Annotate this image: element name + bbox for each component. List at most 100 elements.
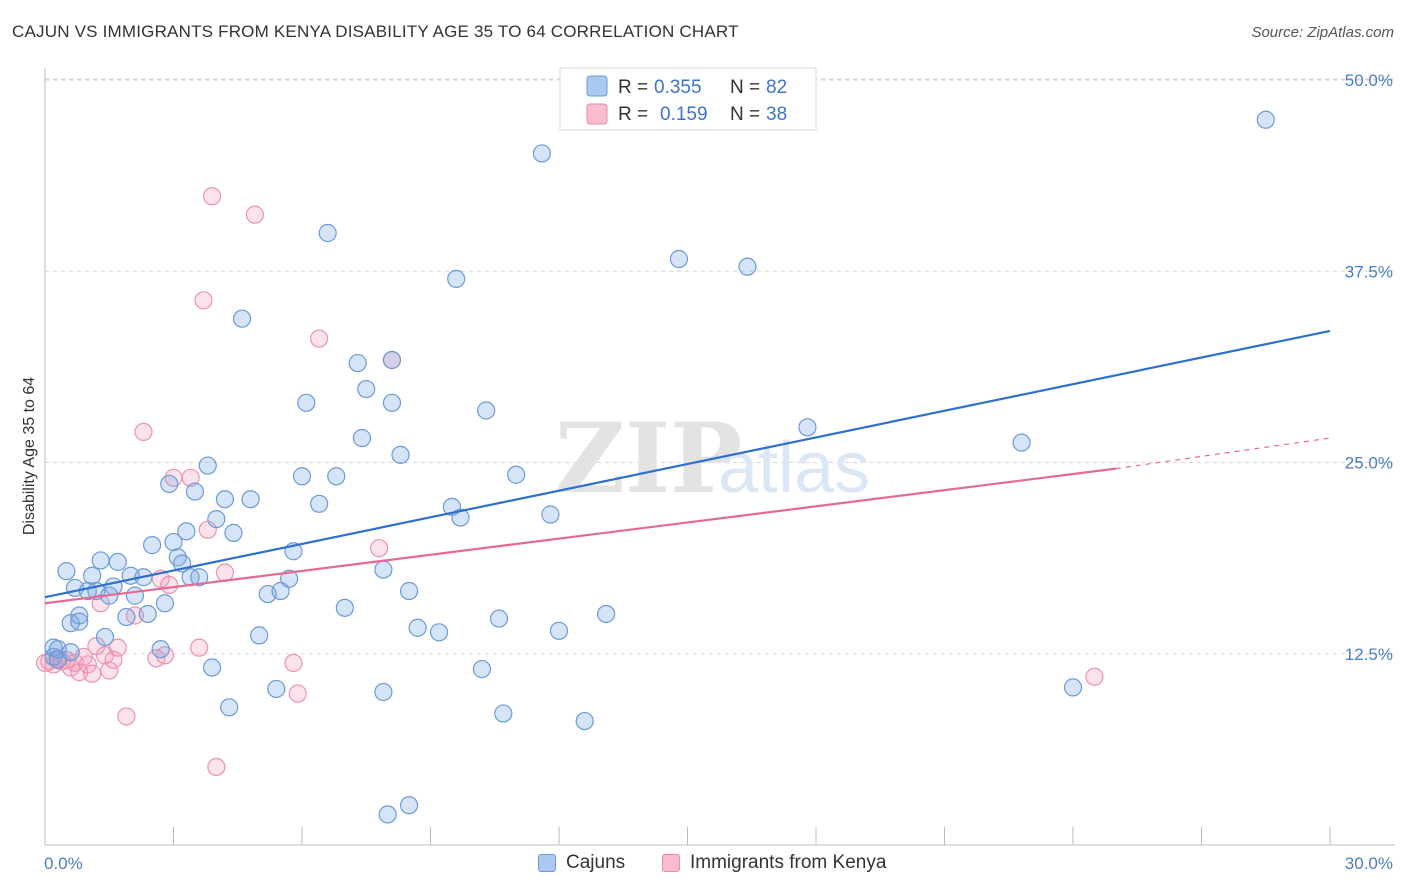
kenya-point-17: [108, 638, 127, 657]
legend-swatch-kenya: [586, 103, 608, 125]
cajuns-points: [44, 110, 1275, 824]
cajun-point-75: [532, 144, 551, 163]
kenya-trendline-extension: [1115, 437, 1331, 470]
source-label: Source: ZipAtlas.com: [1251, 24, 1394, 41]
cajun-point-17: [108, 552, 127, 572]
cajun-point-63: [391, 445, 410, 464]
legend-r-label-2: R =: [618, 104, 648, 125]
cajun-point-69: [451, 508, 470, 527]
watermark-atlas: atlas: [718, 428, 870, 508]
legend-r-value-1: 0.355: [654, 77, 702, 98]
cajun-point-76: [541, 505, 560, 524]
kenya-point-31: [207, 757, 226, 777]
y-tick-label-0: 12.5%: [1345, 645, 1393, 664]
cajun-point-83: [1012, 433, 1031, 452]
bottom-legend-kenya-label: Immigrants from Kenya: [690, 852, 887, 873]
cajun-point-59: [378, 805, 397, 824]
cajun-point-57: [374, 560, 393, 579]
bottom-legend-cajuns-label: Cajuns: [566, 852, 626, 873]
cajun-point-66: [429, 623, 449, 642]
kenya-point-20: [134, 422, 153, 441]
kenya-trendline: [44, 467, 1116, 605]
x-tick-label-0: 0.0%: [44, 854, 83, 873]
cajun-point-22: [138, 604, 157, 624]
cajun-point-84: [1063, 678, 1083, 697]
cajun-point-20: [125, 586, 145, 605]
kenya-point-33: [245, 205, 264, 224]
cajun-point-62: [399, 796, 419, 815]
cajun-point-41: [241, 490, 260, 509]
watermark: ZIP atlas: [555, 402, 870, 515]
cajun-point-52: [327, 467, 346, 486]
legend-n-value-1: 82: [766, 77, 787, 98]
cajun-point-70: [472, 659, 491, 679]
cajun-point-14: [95, 627, 115, 647]
kenya-point-10: [78, 655, 97, 674]
bottom-legend-kenya: Immigrants from Kenya: [662, 852, 886, 874]
cajun-point-30: [177, 522, 196, 541]
y-tick-labels: 12.5% 25.0% 37.5% 50.0%: [1345, 71, 1393, 664]
cajun-point-60: [382, 393, 402, 412]
cajun-point-56: [357, 379, 376, 399]
cajun-point-80: [669, 249, 689, 269]
cajun-point-44: [267, 679, 286, 699]
y-tick-label-3: 50.0%: [1345, 71, 1393, 90]
kenya-point-11: [83, 664, 102, 683]
cajun-point-37: [215, 490, 234, 509]
cajun-point-11: [83, 566, 102, 585]
kenya-point-37: [370, 539, 389, 558]
cajun-point-74: [507, 465, 526, 484]
cajuns-swatch: [538, 854, 556, 872]
cajun-point-8: [70, 612, 89, 631]
cajun-point-16: [104, 577, 123, 596]
cajun-point-61: [382, 350, 402, 370]
kenya-point-35: [288, 684, 307, 703]
cajuns-trendline: [44, 329, 1331, 599]
legend-r-value-2: 0.159: [660, 104, 708, 125]
kenya-point-30: [202, 187, 222, 206]
cajun-point-13: [91, 551, 110, 570]
cajun-point-64: [399, 581, 419, 601]
cajun-point-42: [250, 626, 269, 645]
kenya-point-18: [117, 707, 136, 726]
cajun-point-6: [61, 643, 80, 662]
cajun-point-65: [408, 618, 427, 637]
y-tick-label-2: 37.5%: [1345, 262, 1393, 281]
cajun-point-72: [489, 609, 509, 628]
cajun-point-78: [575, 711, 594, 731]
kenya-point-39: [1085, 667, 1104, 686]
cajun-point-18: [117, 607, 136, 627]
cajun-point-9: [70, 606, 89, 625]
kenya-point-26: [181, 468, 200, 487]
cajun-point-36: [207, 510, 226, 529]
cajun-point-46: [280, 569, 299, 588]
cajun-point-32: [185, 482, 205, 501]
cajun-point-77: [549, 621, 569, 640]
kenya-point-15: [100, 661, 119, 680]
bottom-legend-cajuns: Cajuns: [538, 852, 625, 874]
cajun-point-71: [477, 401, 496, 420]
cajun-point-38: [220, 698, 239, 717]
y-tick-label-1: 25.0%: [1345, 454, 1393, 473]
cajun-point-58: [374, 682, 393, 702]
axes: [44, 68, 1395, 846]
kenya-point-28: [194, 291, 213, 310]
legend-box: R = 0.355 N = 82 R = 0.159 N = 38: [559, 67, 817, 131]
cajun-point-4: [57, 562, 76, 581]
y-axis-label: Disability Age 35 to 64: [21, 377, 38, 535]
cajun-point-25: [155, 594, 175, 613]
cajun-point-79: [597, 604, 616, 624]
cajun-point-40: [232, 309, 252, 328]
cajun-point-50: [310, 494, 329, 513]
cajun-point-26: [160, 474, 179, 494]
grid-lines: [45, 78, 1395, 655]
kenya-swatch: [662, 854, 680, 872]
cajun-point-48: [292, 467, 312, 486]
cajun-point-53: [335, 598, 354, 617]
cajun-point-68: [447, 269, 466, 288]
trendlines: [44, 329, 1331, 605]
cajun-point-24: [151, 640, 170, 659]
chart-title: CAJUN VS IMMIGRANTS FROM KENYA DISABILIT…: [12, 22, 739, 41]
legend-swatch-cajuns: [586, 75, 608, 97]
kenya-point-27: [190, 638, 209, 657]
